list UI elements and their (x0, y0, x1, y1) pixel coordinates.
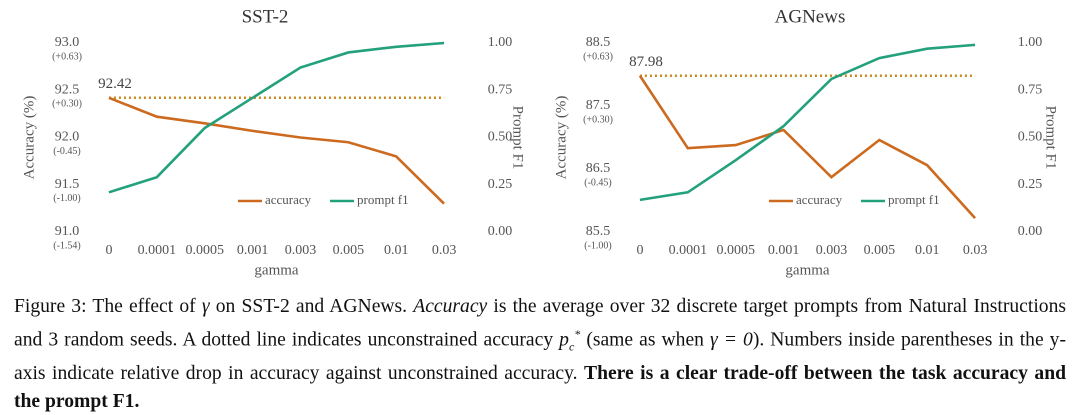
x-tick-label: 0.001 (768, 243, 800, 258)
caption-run: ). Numbers inside parentheses in the y-a… (14, 329, 1066, 385)
baseline-label: 92.42 (98, 76, 132, 92)
caption-run: p (559, 329, 569, 351)
caption-run: γ (201, 296, 210, 317)
caption-run: Figure 3: The effect of (14, 296, 202, 317)
y-tick-note: (+0.30) (52, 99, 82, 110)
series-line (108, 41, 445, 194)
x-axis-label: gamma (785, 262, 829, 278)
chart-title: SST-2 (242, 6, 289, 27)
series-line (639, 43, 976, 202)
chart-title: AGNews (775, 6, 846, 27)
x-tick-label: 0.01 (384, 243, 409, 258)
y2-tick-label: 0.00 (488, 224, 513, 239)
x-tick-label: 0.0001 (138, 243, 177, 258)
x-tick-label: 0.0005 (716, 243, 755, 258)
y2-tick-label: 0.00 (1018, 224, 1043, 239)
baseline-label: 87.98 (629, 54, 663, 70)
x-tick-label: 0.005 (864, 243, 896, 258)
x-tick-label: 0.001 (237, 243, 269, 258)
y-axis-label: Accuracy (%) (21, 96, 37, 180)
x-tick-label: 0.03 (432, 243, 457, 258)
y2-tick-label: 0.25 (488, 177, 513, 192)
y-tick-label: 85.5 (586, 224, 611, 239)
series-line (108, 96, 445, 205)
y-tick-label: 92.0 (55, 130, 80, 145)
y-tick-note: (+0.63) (52, 51, 82, 62)
caption: Figure 3: The effect of γ on SST-2 and A… (14, 293, 1066, 415)
y2-tick-label: 0.25 (1018, 177, 1043, 192)
legend-label: accuracy (265, 192, 312, 207)
y-tick-note: (-0.45) (53, 146, 81, 157)
y2-tick-label: 0.50 (1018, 130, 1043, 145)
series-line (638, 75, 977, 220)
y-tick-note: (-1.00) (53, 193, 81, 204)
caption-run: Accuracy (413, 296, 488, 317)
legend-label: accuracy (796, 192, 843, 207)
figure: SST-291.0(-1.54)91.5(-1.00)92.0(-0.45)92… (21, 6, 1059, 278)
y-axis-label: Accuracy (%) (553, 96, 569, 180)
y-tick-note: (-1.54) (53, 240, 81, 251)
x-tick-label: 0.0001 (669, 243, 708, 258)
caption-run: is the average over 32 discrete target p… (14, 296, 1066, 351)
caption-run: There is a clear trade-off between the t… (14, 363, 1066, 412)
y-tick-note: (-1.00) (584, 240, 612, 251)
y-tick-note: (-0.45) (584, 177, 612, 188)
y-tick-label: 87.5 (586, 98, 611, 113)
y2-tick-label: 0.50 (488, 130, 513, 145)
y-tick-label: 92.5 (55, 82, 80, 97)
x-tick-label: 0 (105, 243, 112, 258)
y2-tick-label: 0.75 (1018, 82, 1043, 97)
caption-run: on SST-2 and AGNews. (209, 296, 414, 317)
legend-label: prompt f1 (888, 192, 940, 207)
caption-run: c (568, 338, 575, 353)
y2-tick-label: 0.75 (488, 82, 513, 97)
caption-run: * (574, 326, 581, 341)
y-tick-label: 91.0 (55, 224, 80, 239)
y2-axis-label: Prompt F1 (510, 106, 526, 170)
y-tick-label: 88.5 (586, 35, 611, 50)
y2-tick-label: 1.00 (1018, 35, 1043, 50)
y-tick-label: 93.0 (55, 35, 80, 50)
y-tick-note: (+0.30) (583, 114, 613, 125)
x-tick-label: 0.01 (915, 243, 940, 258)
y-tick-note: (+0.63) (583, 51, 613, 62)
y2-tick-label: 1.00 (488, 35, 513, 50)
y-tick-label: 91.5 (55, 177, 80, 192)
x-tick-label: 0.005 (333, 243, 365, 258)
x-axis-label: gamma (254, 262, 298, 278)
x-tick-label: 0.03 (963, 243, 988, 258)
x-tick-label: 0 (636, 243, 643, 258)
x-tick-label: 0.0005 (185, 243, 224, 258)
x-tick-label: 0.003 (285, 243, 317, 258)
caption-run: γ = 0 (709, 329, 753, 351)
legend-label: prompt f1 (357, 192, 409, 207)
y2-axis-label: Prompt F1 (1043, 106, 1059, 170)
caption-run: (same as when (580, 329, 710, 351)
x-tick-label: 0.003 (816, 243, 848, 258)
y-tick-label: 86.5 (586, 161, 611, 176)
